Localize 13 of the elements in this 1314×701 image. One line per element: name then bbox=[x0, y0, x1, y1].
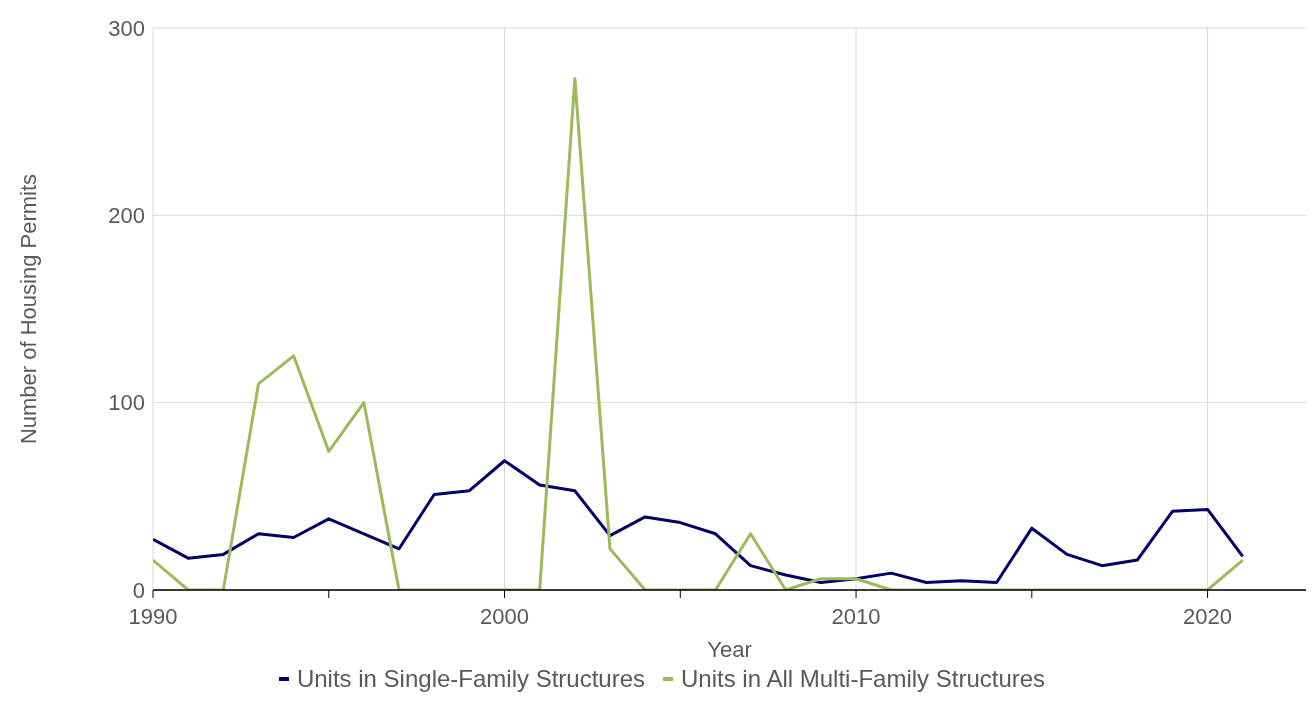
line-series bbox=[153, 459, 1245, 585]
x-tick-label: 2000 bbox=[480, 603, 529, 629]
y-tick-label: 200 bbox=[108, 203, 145, 229]
x-tick-label: 1990 bbox=[128, 603, 178, 629]
y-tick-label: 0 bbox=[132, 577, 145, 603]
y-tick-label: 300 bbox=[108, 15, 145, 41]
legend-label: Units in Single-Family Structures bbox=[296, 665, 646, 693]
x-tick-label: 2010 bbox=[831, 603, 881, 629]
legend-label: Units in All Multi-Family Structures bbox=[681, 665, 1046, 693]
x-axis-title: Year bbox=[707, 637, 752, 662]
y-axis-title: Number of Housing Permits bbox=[15, 173, 41, 445]
y-tick-label: 100 bbox=[108, 390, 145, 416]
x-tick-label: 2020 bbox=[1183, 603, 1233, 629]
